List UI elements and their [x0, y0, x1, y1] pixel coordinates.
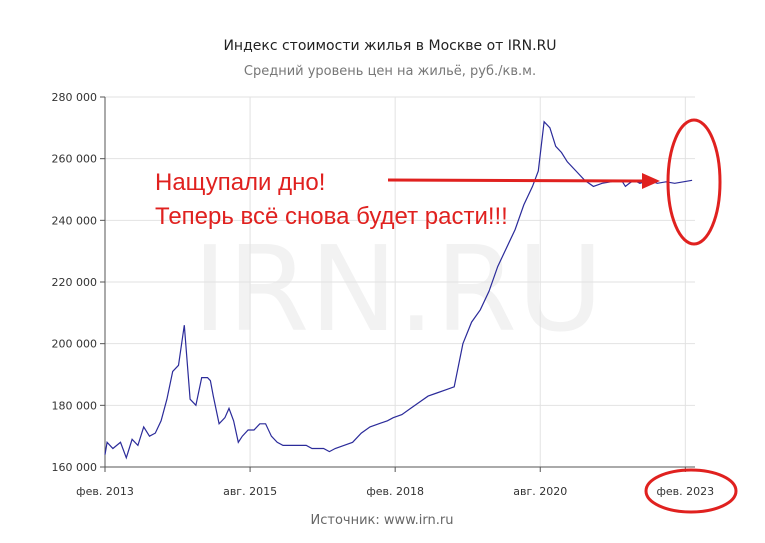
- x-axis: фев. 2013 авг. 2015 фев. 2018 авг. 2020 фев.…: [76, 466, 714, 498]
- watermark: IRN.RU: [193, 220, 604, 358]
- series-line: [104, 120, 693, 460]
- chart-subtitle: Средний уровень цен на жильё, руб./кв.м.: [244, 64, 536, 79]
- highlight-ellipse-recent: [666, 118, 722, 246]
- y-tick-label: 280 000: [52, 91, 98, 104]
- x-tick-label: фев. 2018: [366, 485, 424, 498]
- x-tick-label: фев. 2023: [656, 485, 714, 498]
- annotation-will-rise: Теперь всё снова будет расти!!!: [155, 203, 508, 230]
- annotation-bottom-found: Нащупали дно!: [155, 169, 325, 196]
- y-tick-label: 220 000: [52, 276, 98, 289]
- y-tick-label: 160 000: [52, 461, 98, 474]
- y-tick-label: 180 000: [52, 399, 98, 412]
- highlight-ellipse-last-date: [644, 468, 738, 514]
- y-tick-label: 200 000: [52, 338, 98, 351]
- chart-title: Индекс стоимости жилья в Москве от IRN.R…: [223, 38, 556, 54]
- y-axis: 160 000 180 000 200 000 220 000 240 000 260 0…: [52, 91, 106, 474]
- x-tick-label: авг. 2015: [223, 485, 277, 498]
- y-tick-label: 240 000: [52, 214, 98, 227]
- annotation-arrow: [387, 173, 660, 189]
- y-tick-label: 260 000: [52, 153, 98, 166]
- x-tick-label: фев. 2013: [76, 485, 134, 498]
- x-tick-label: авг. 2020: [513, 485, 567, 498]
- source-note: Источник: www.irn.ru: [311, 513, 454, 528]
- grid: [104, 96, 695, 468]
